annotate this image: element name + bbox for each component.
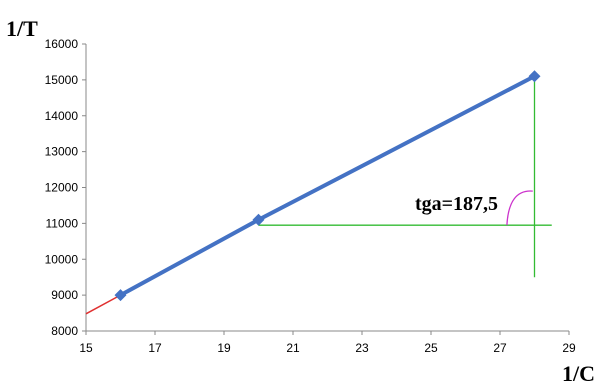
y-tick-label: 15000 <box>45 73 79 87</box>
y-tick-label: 10000 <box>45 252 79 266</box>
x-tick-label: 15 <box>79 341 93 355</box>
x-tick-label: 29 <box>562 341 576 355</box>
data-point <box>528 70 541 83</box>
slope-annotation: tga=187,5 <box>415 193 498 215</box>
x-tick-label: 21 <box>286 341 300 355</box>
x-axis-title: 1/C <box>562 361 595 385</box>
y-tick-label: 9000 <box>51 288 78 302</box>
y-tick-label: 14000 <box>45 109 79 123</box>
y-tick-label: 11000 <box>46 216 79 230</box>
extrapolation-line <box>85 294 121 315</box>
y-tick-label: 12000 <box>45 181 79 195</box>
x-tick-label: 17 <box>148 341 162 355</box>
y-tick-label: 16000 <box>45 37 79 51</box>
data-point <box>252 213 265 226</box>
series-line <box>118 74 537 298</box>
x-tick-label: 27 <box>493 341 507 355</box>
x-tick-label: 23 <box>355 341 369 355</box>
y-tick-label: 13000 <box>45 145 79 159</box>
y-tick-label: 8000 <box>51 324 78 338</box>
angle-arc <box>506 190 533 226</box>
y-axis-title: 1/T <box>6 16 38 41</box>
x-tick-label: 19 <box>217 341 231 355</box>
data-point <box>114 289 127 302</box>
x-tick-label: 25 <box>424 341 438 355</box>
